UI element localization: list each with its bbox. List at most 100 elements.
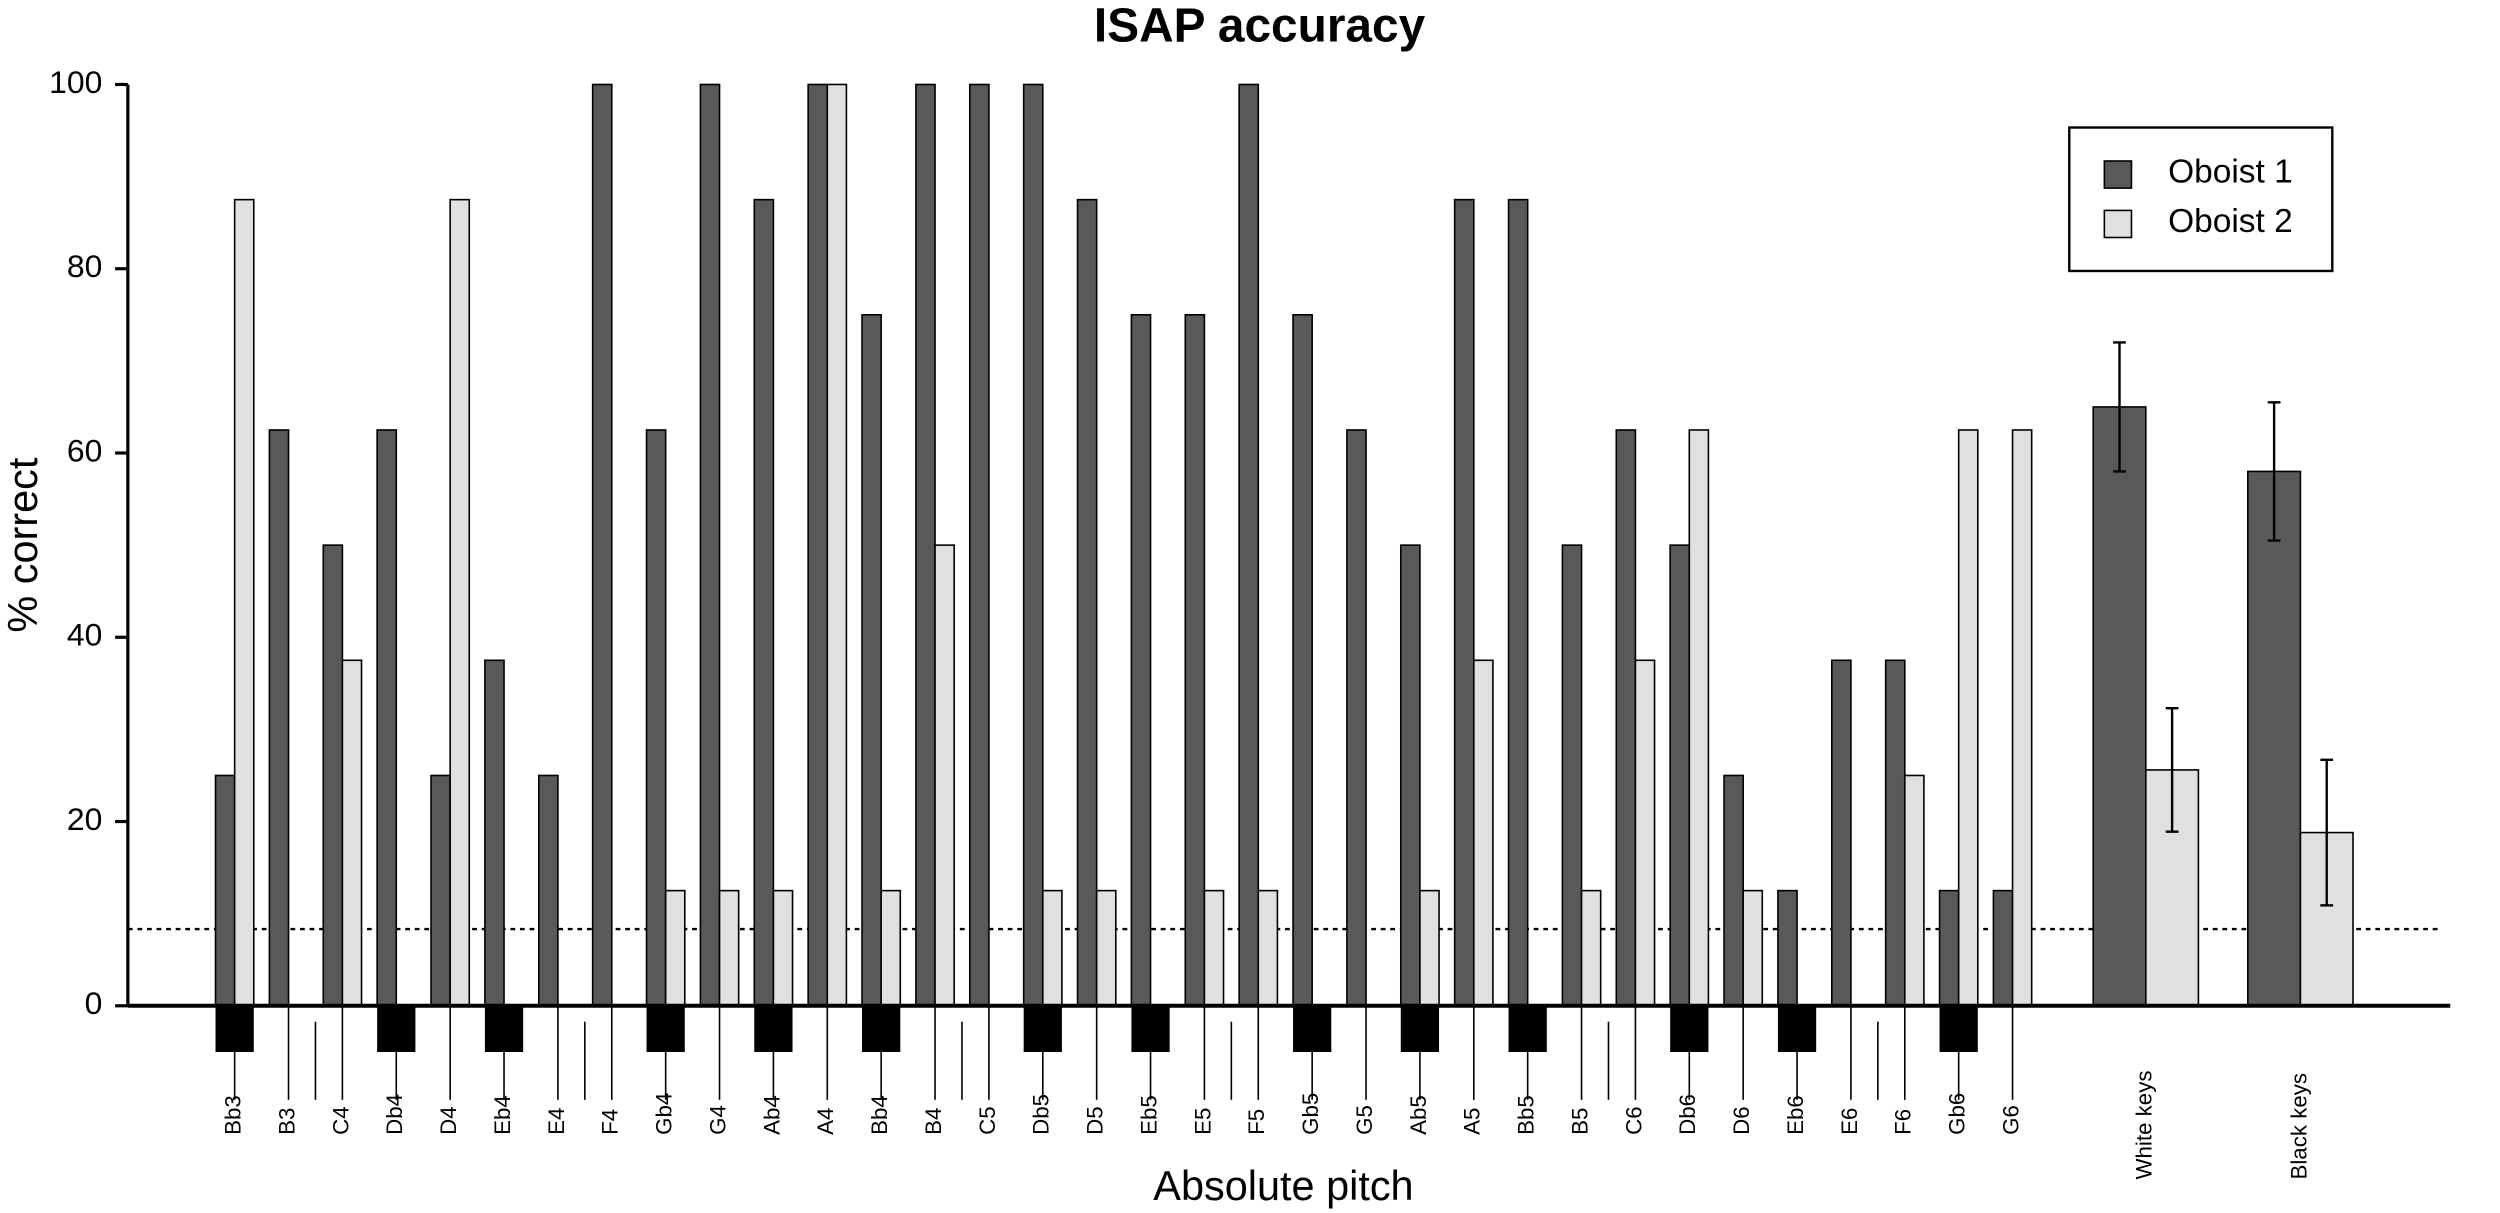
bar	[1777, 889, 1798, 1007]
bar	[1130, 314, 1152, 1007]
bar	[861, 314, 882, 1007]
black-key	[1400, 1005, 1440, 1053]
x-tick-label: E5	[1190, 1108, 1215, 1135]
bar	[1022, 83, 1044, 1007]
x-tick-label: C5	[975, 1106, 1000, 1135]
bar	[880, 889, 902, 1007]
bar	[268, 429, 290, 1007]
x-tick-label: Gb5	[1298, 1093, 1323, 1135]
bar	[1472, 659, 1494, 1007]
bar	[2011, 429, 2033, 1007]
x-tick-label: White keys	[2132, 1070, 2157, 1179]
black-key	[754, 1005, 793, 1053]
bar	[934, 544, 955, 1007]
black-key	[646, 1005, 685, 1053]
x-axis-label: Absolute pitch	[1153, 1162, 1413, 1209]
bar	[591, 83, 613, 1007]
bar	[1238, 83, 1260, 1007]
bar	[2092, 406, 2147, 1007]
x-tick-label: Ab4	[759, 1095, 784, 1135]
black-key	[1293, 1005, 1332, 1053]
bar	[826, 83, 848, 1007]
x-tick-label: F5	[1244, 1109, 1269, 1135]
x-tick-label: B4	[921, 1108, 946, 1135]
x-tick-label: Eb4	[490, 1095, 515, 1135]
y-tick-label: 60	[67, 432, 102, 468]
bar	[1580, 889, 1602, 1007]
x-tick-label: Bb5	[1514, 1095, 1539, 1135]
bar	[449, 198, 471, 1007]
bar	[1957, 429, 1979, 1007]
x-tick-label: B5	[1567, 1108, 1592, 1135]
x-tick-label: D5	[1083, 1106, 1108, 1135]
x-tick-label: F6	[1891, 1109, 1916, 1135]
x-tick-label: Eb6	[1783, 1095, 1808, 1135]
x-tick-label: C6	[1621, 1106, 1646, 1135]
bar	[376, 429, 398, 1007]
bar	[233, 198, 255, 1007]
bar	[1292, 314, 1313, 1007]
x-tick-label: B3	[274, 1108, 299, 1135]
chart-title: ISAP accuracy	[1094, 0, 1426, 52]
x-tick-label: E4	[544, 1108, 569, 1135]
bar	[1669, 544, 1691, 1007]
bar	[1884, 659, 1906, 1007]
black-key	[862, 1005, 901, 1053]
x-tick-label: Ab5	[1406, 1095, 1431, 1135]
y-tick-label: 100	[49, 64, 102, 100]
y-axis-label: % correct	[0, 457, 46, 632]
legend-box	[2068, 126, 2334, 273]
y-tick-label: 40	[67, 617, 102, 653]
x-tick-label: E6	[1837, 1108, 1862, 1135]
black-key	[1131, 1005, 1170, 1053]
bar	[1723, 774, 1744, 1007]
bar	[1507, 198, 1529, 1007]
bar	[1453, 198, 1475, 1007]
y-tick-label: 20	[67, 801, 102, 837]
bar	[1346, 429, 1367, 1007]
bar	[1938, 889, 1960, 1007]
bar	[430, 774, 451, 1007]
x-tick-label: A5	[1460, 1108, 1485, 1135]
black-key	[1508, 1005, 1547, 1053]
x-tick-label: C4	[328, 1106, 353, 1135]
x-tick-label: Gb4	[652, 1093, 677, 1135]
black-key	[1777, 1005, 1817, 1053]
bar	[1257, 889, 1279, 1007]
bar	[1041, 889, 1063, 1007]
bar	[484, 659, 505, 1007]
legend-swatch	[2103, 209, 2133, 239]
black-key	[484, 1005, 524, 1053]
bar	[537, 774, 559, 1007]
black-key	[377, 1005, 416, 1053]
bar	[341, 659, 363, 1007]
bar	[1399, 544, 1421, 1007]
x-tick-label: Bb4	[867, 1095, 892, 1135]
black-key	[1023, 1005, 1062, 1053]
legend-label: Oboist 1	[2168, 154, 2293, 191]
bar	[645, 429, 667, 1007]
black-key	[1939, 1005, 1978, 1053]
bar	[1830, 659, 1852, 1007]
x-tick-label: Db6	[1675, 1094, 1700, 1135]
bar	[718, 889, 740, 1007]
bar	[1688, 429, 1710, 1007]
legend-swatch	[2103, 160, 2133, 189]
bar	[2247, 470, 2302, 1007]
bar	[1184, 314, 1206, 1007]
bar	[772, 889, 794, 1007]
bar	[1203, 889, 1225, 1007]
bar	[1076, 198, 1098, 1007]
bar	[753, 198, 775, 1007]
y-tick-label: 80	[67, 248, 102, 284]
x-tick-label: Eb5	[1136, 1095, 1161, 1135]
x-tick-label: G4	[705, 1105, 730, 1135]
bar	[1561, 544, 1583, 1007]
x-tick-label: G6	[1998, 1105, 2023, 1135]
bar	[1419, 889, 1440, 1007]
bar	[1634, 659, 1656, 1007]
bar	[664, 889, 686, 1007]
bar	[1903, 774, 1925, 1007]
x-tick-label: A4	[813, 1108, 838, 1135]
x-tick-label: Db4	[382, 1094, 407, 1135]
